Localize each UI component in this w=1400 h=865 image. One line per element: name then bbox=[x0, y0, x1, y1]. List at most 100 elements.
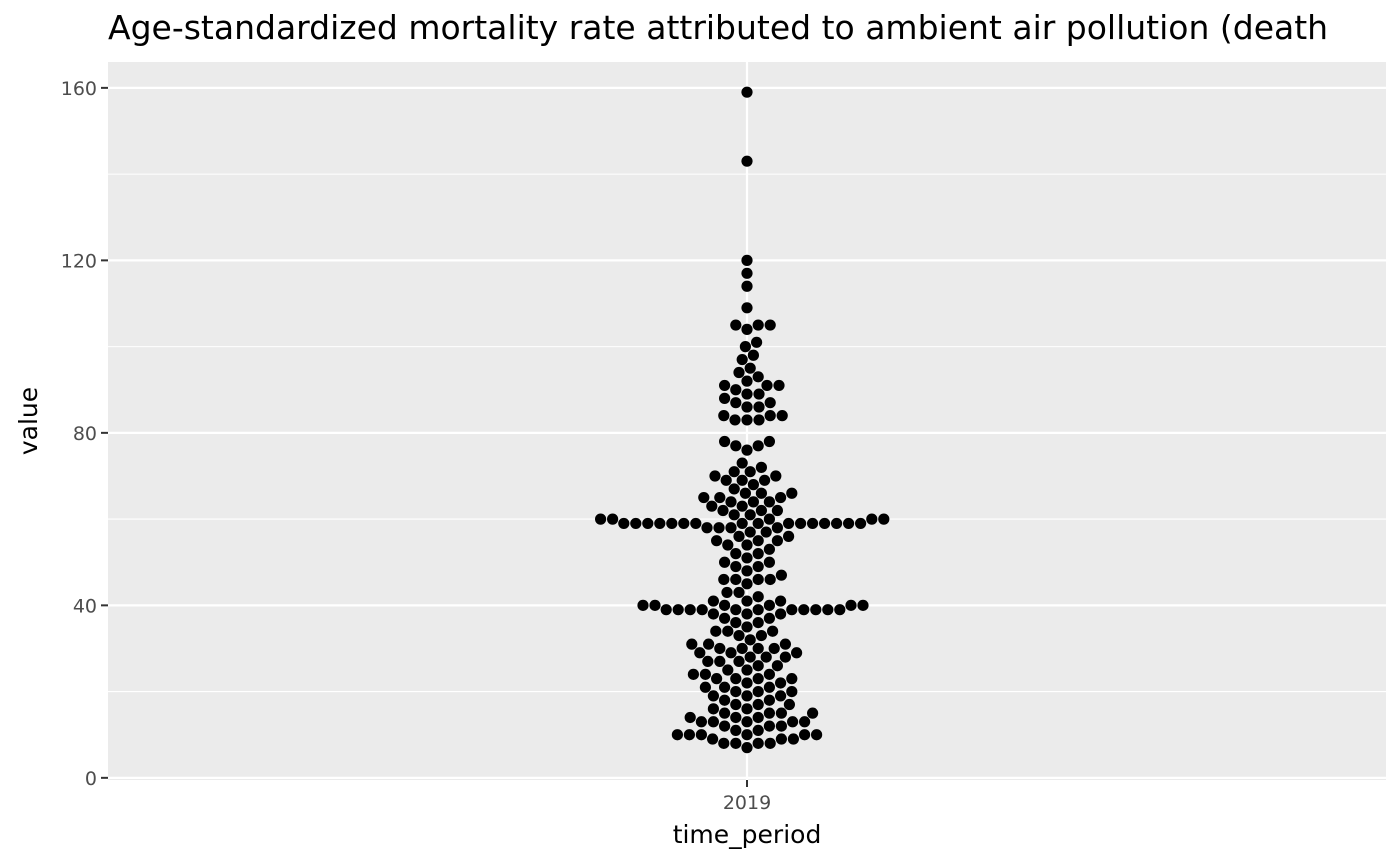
data-point bbox=[795, 517, 807, 530]
data-point bbox=[719, 720, 731, 732]
data-point bbox=[728, 483, 740, 495]
data-point bbox=[741, 716, 753, 728]
data-point bbox=[753, 414, 765, 426]
data-point bbox=[730, 711, 742, 724]
data-point bbox=[709, 470, 721, 482]
data-point bbox=[720, 474, 732, 486]
data-point bbox=[714, 491, 726, 504]
y-tick-label: 80 bbox=[73, 423, 97, 445]
data-point bbox=[719, 556, 731, 568]
data-point bbox=[807, 517, 819, 530]
data-point bbox=[741, 703, 753, 715]
data-point bbox=[717, 504, 729, 517]
data-point bbox=[747, 479, 760, 491]
data-point bbox=[775, 491, 787, 504]
data-point bbox=[741, 677, 753, 689]
data-point bbox=[739, 341, 752, 353]
data-point bbox=[752, 440, 764, 452]
data-point bbox=[786, 487, 798, 499]
data-point bbox=[786, 673, 798, 685]
data-point bbox=[690, 517, 702, 530]
data-point bbox=[733, 629, 745, 642]
data-point bbox=[855, 517, 867, 530]
data-point bbox=[741, 729, 753, 741]
data-point bbox=[684, 604, 696, 616]
data-point bbox=[725, 647, 737, 659]
data-point bbox=[719, 694, 731, 706]
data-point bbox=[752, 548, 764, 560]
data-point bbox=[845, 599, 857, 611]
data-point bbox=[722, 664, 734, 676]
data-point bbox=[752, 685, 764, 698]
data-point bbox=[733, 655, 745, 668]
x-axis-title: time_period bbox=[673, 820, 822, 849]
data-point bbox=[741, 86, 753, 98]
data-point bbox=[696, 604, 708, 616]
data-point bbox=[752, 660, 764, 672]
data-point bbox=[725, 522, 737, 534]
data-point bbox=[730, 724, 742, 737]
data-point bbox=[764, 397, 776, 409]
data-point bbox=[741, 254, 753, 266]
data-point bbox=[736, 642, 748, 655]
data-point bbox=[707, 595, 720, 607]
data-point bbox=[718, 410, 730, 422]
data-point bbox=[719, 599, 731, 611]
data-point bbox=[752, 711, 764, 724]
data-point bbox=[763, 513, 776, 525]
data-point bbox=[741, 323, 753, 335]
data-point bbox=[718, 737, 730, 749]
data-point bbox=[699, 681, 712, 693]
data-point bbox=[752, 642, 764, 655]
data-point bbox=[671, 729, 684, 741]
data-point bbox=[744, 526, 756, 538]
data-point bbox=[763, 435, 776, 448]
data-point bbox=[763, 496, 776, 508]
data-point bbox=[752, 673, 764, 685]
data-point bbox=[730, 319, 742, 331]
data-point bbox=[775, 608, 787, 620]
data-point bbox=[728, 509, 740, 521]
data-point bbox=[786, 685, 798, 698]
data-point bbox=[775, 707, 788, 719]
data-point bbox=[736, 474, 748, 486]
data-point bbox=[642, 517, 654, 530]
data-point bbox=[678, 517, 690, 530]
data-point bbox=[684, 711, 696, 724]
data-point bbox=[729, 414, 741, 426]
data-point bbox=[741, 375, 753, 387]
y-tick-label: 160 bbox=[61, 78, 97, 100]
data-point bbox=[752, 319, 764, 331]
chart-title: Age-standardized mortality rate attribut… bbox=[108, 8, 1329, 47]
data-point bbox=[744, 466, 756, 478]
data-point bbox=[730, 397, 742, 409]
data-point bbox=[730, 685, 742, 698]
data-point bbox=[722, 625, 734, 637]
data-point bbox=[699, 668, 712, 680]
data-point bbox=[741, 578, 753, 590]
data-point bbox=[775, 720, 788, 732]
data-point bbox=[683, 729, 696, 741]
data-point bbox=[760, 651, 772, 663]
data-point bbox=[698, 491, 710, 504]
data-point bbox=[741, 444, 753, 456]
data-point bbox=[779, 651, 792, 663]
data-point bbox=[730, 698, 742, 711]
data-point bbox=[730, 384, 742, 396]
y-tick-label: 40 bbox=[73, 595, 97, 617]
data-point bbox=[730, 617, 742, 629]
data-point bbox=[783, 517, 795, 530]
data-point bbox=[764, 410, 776, 422]
data-point bbox=[776, 410, 788, 422]
data-point bbox=[741, 267, 753, 279]
data-point bbox=[741, 742, 753, 754]
data-point bbox=[755, 461, 768, 473]
data-point bbox=[764, 737, 776, 749]
data-point bbox=[771, 660, 784, 672]
data-point bbox=[811, 729, 823, 741]
data-point bbox=[741, 552, 753, 564]
data-point bbox=[810, 604, 822, 616]
data-point bbox=[728, 466, 740, 478]
data-point bbox=[722, 539, 734, 551]
